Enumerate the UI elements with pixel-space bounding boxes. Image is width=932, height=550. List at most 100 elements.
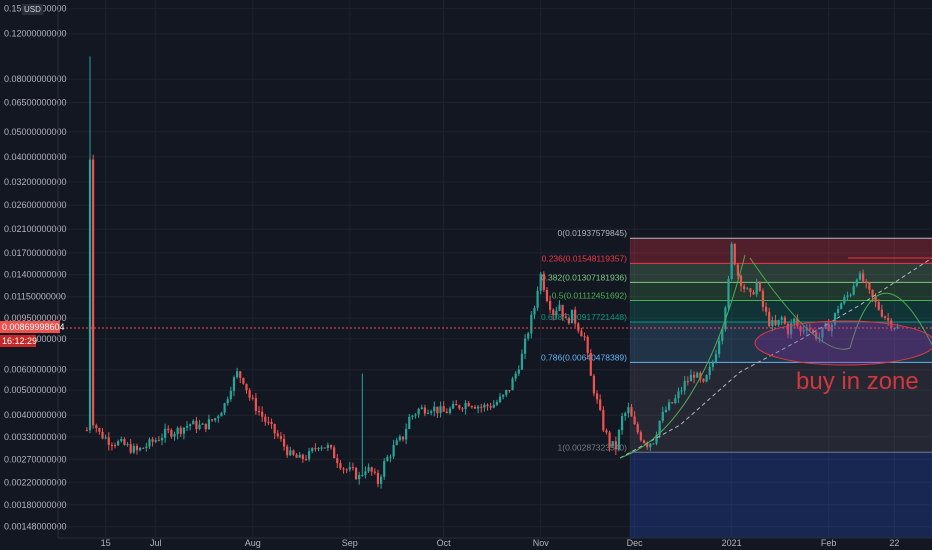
candle-body: [210, 419, 214, 421]
candle-body: [689, 374, 693, 382]
fibonacci-retracement: 0(0.01937579845) 0.236(0.01548119357) 0.38…: [541, 228, 932, 539]
candle-body: [730, 243, 733, 280]
candle-body: [167, 428, 170, 431]
candle-body: [389, 456, 392, 458]
y-tick-label: 0.01150000000: [4, 292, 66, 302]
candle-body: [286, 446, 289, 456]
candle-body: [370, 467, 373, 472]
candle-body: [692, 374, 696, 378]
candle-body: [317, 448, 320, 450]
candle-body: [242, 377, 245, 384]
candle-body: [345, 469, 348, 471]
candle-body: [323, 447, 326, 449]
candle-body: [808, 328, 811, 330]
candle-body: [887, 318, 890, 321]
candle-body: [683, 381, 686, 391]
candle-body: [289, 450, 292, 456]
candle-body: [148, 439, 151, 447]
candle-body: [483, 404, 486, 408]
candle-body: [245, 383, 248, 391]
candle-body: [85, 430, 88, 432]
candle-body: [849, 294, 852, 296]
candle-body: [833, 313, 837, 325]
candle-body: [226, 399, 229, 404]
candle-body: [880, 309, 883, 317]
fib-level-label: 0(0.01937579845): [558, 228, 628, 238]
candle-body: [589, 353, 592, 376]
candle-body: [104, 437, 107, 439]
candle-body: [727, 279, 730, 308]
fib-level-label: 0.382(0.01307181936): [541, 272, 627, 282]
candle-body: [401, 436, 405, 440]
candle-body: [846, 295, 849, 298]
candle-body: [611, 441, 614, 447]
candle-body: [107, 437, 110, 445]
candle-body: [893, 328, 896, 330]
candle-body: [386, 457, 389, 462]
candle-body: [583, 336, 586, 338]
candle-body: [154, 440, 157, 442]
buy-zone-ellipse: [754, 320, 932, 366]
candle-body: [395, 440, 398, 445]
candle-body: [314, 448, 317, 450]
candle-body: [189, 424, 192, 426]
candle-body: [865, 281, 868, 283]
candle-body: [298, 454, 301, 458]
candle-body: [470, 406, 473, 408]
candle-body: [113, 445, 117, 447]
candle-body: [799, 326, 802, 332]
candle-body: [367, 467, 370, 472]
candle-body: [295, 454, 298, 458]
candle-body: [545, 289, 549, 301]
candle-body: [733, 243, 736, 265]
candle-body: [802, 330, 805, 332]
candle-body: [570, 309, 574, 324]
candle-body: [239, 371, 242, 378]
candle-body: [339, 463, 342, 469]
candle-body: [333, 447, 336, 459]
candle-body: [855, 279, 858, 286]
y-tick-label: 0.12000000000: [4, 29, 67, 39]
buy-in-zone-annotation: buy in zone: [796, 368, 919, 395]
y-tick-label: 0.01700000000: [4, 248, 67, 258]
candle-body: [117, 441, 120, 446]
candle-body: [361, 474, 364, 476]
candle-body: [655, 434, 658, 444]
fib-level-label: 0.236(0.01548119357): [542, 253, 628, 263]
candle-body: [254, 398, 257, 411]
y-tick-label: 0.02100000000: [4, 224, 67, 234]
candle-body: [852, 285, 855, 295]
time-axis[interactable]: 15 Jul Aug Sep Oct Nov Dec 2021 Feb 22: [58, 537, 932, 548]
candle-body: [455, 403, 458, 406]
current-price-badge: 0.00869998604: [0, 321, 65, 333]
y-tick-label: 0.00950000000: [4, 313, 67, 323]
y-tick-label: 0.04000000000: [4, 152, 67, 162]
candle-body: [533, 307, 536, 315]
candle-body: [142, 447, 145, 449]
candle-body: [433, 406, 436, 412]
candle-body: [896, 326, 899, 329]
candle-body: [311, 448, 314, 452]
fib-zone: [630, 263, 932, 283]
candle-body: [796, 318, 799, 327]
candle-body: [486, 404, 489, 407]
candle-body: [88, 159, 92, 431]
candle-body: [492, 404, 495, 408]
y-tick-label: 0.08000000000: [4, 74, 67, 84]
y-tick-label: 0.00220000000: [4, 477, 67, 487]
price-axis[interactable]: 0.150000000000.120000000000.080000000000…: [4, 0, 67, 538]
candle-body: [599, 399, 602, 410]
candle-body: [783, 317, 786, 324]
trend-line: [619, 257, 932, 459]
candle-body: [495, 402, 498, 405]
candle-body: [173, 433, 176, 437]
candle-body: [602, 409, 605, 431]
candle-body: [232, 377, 236, 391]
candle-body: [179, 427, 182, 434]
candle-body: [236, 371, 239, 378]
candle-body: [442, 406, 445, 412]
candle-body: [858, 273, 862, 280]
candle-body: [523, 338, 527, 354]
grid: [58, 0, 932, 538]
